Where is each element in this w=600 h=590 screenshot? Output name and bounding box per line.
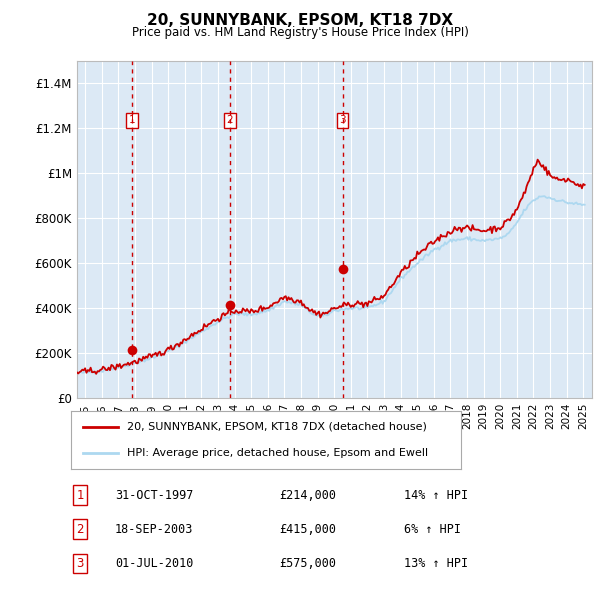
Text: 3: 3 [76, 557, 84, 570]
Text: 6% ↑ HPI: 6% ↑ HPI [404, 523, 461, 536]
Text: 01-JUL-2010: 01-JUL-2010 [115, 557, 193, 570]
Text: 2: 2 [76, 523, 84, 536]
Text: £575,000: £575,000 [279, 557, 336, 570]
Text: 3: 3 [339, 116, 346, 126]
Text: 13% ↑ HPI: 13% ↑ HPI [404, 557, 468, 570]
Text: 14% ↑ HPI: 14% ↑ HPI [404, 489, 468, 502]
Text: 20, SUNNYBANK, EPSOM, KT18 7DX: 20, SUNNYBANK, EPSOM, KT18 7DX [147, 13, 453, 28]
Text: £214,000: £214,000 [279, 489, 336, 502]
Text: 31-OCT-1997: 31-OCT-1997 [115, 489, 193, 502]
Text: 1: 1 [76, 489, 84, 502]
Text: 1: 1 [129, 116, 136, 126]
Text: HPI: Average price, detached house, Epsom and Ewell: HPI: Average price, detached house, Epso… [127, 448, 428, 458]
Text: 18-SEP-2003: 18-SEP-2003 [115, 523, 193, 536]
Text: 2: 2 [227, 116, 233, 126]
Text: £415,000: £415,000 [279, 523, 336, 536]
Text: Price paid vs. HM Land Registry's House Price Index (HPI): Price paid vs. HM Land Registry's House … [131, 26, 469, 39]
Text: 20, SUNNYBANK, EPSOM, KT18 7DX (detached house): 20, SUNNYBANK, EPSOM, KT18 7DX (detached… [127, 422, 427, 432]
